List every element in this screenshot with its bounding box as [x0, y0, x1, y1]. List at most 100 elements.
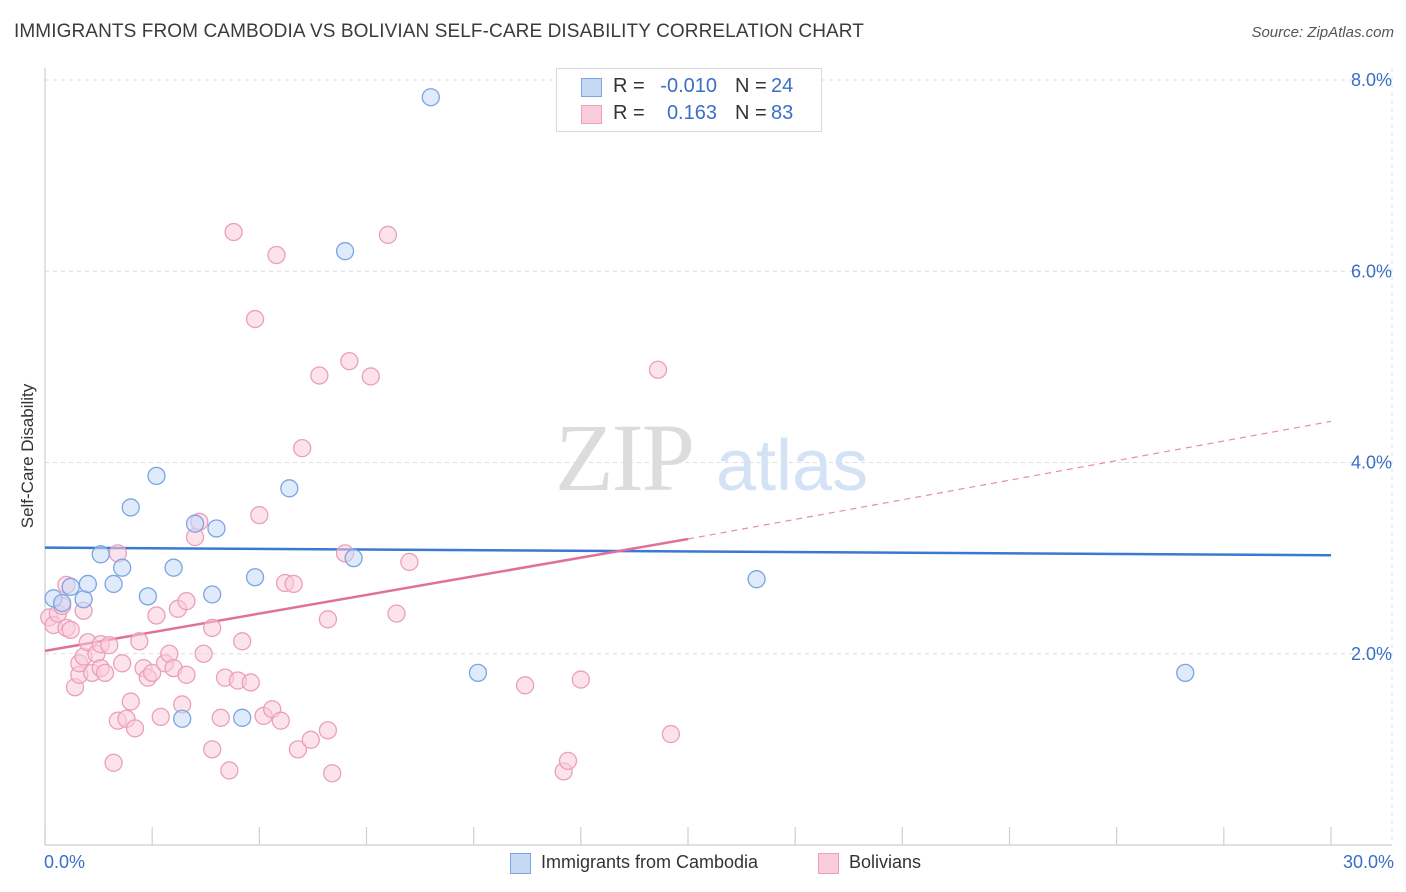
bolivian-point — [203, 740, 222, 759]
bolivian-point — [318, 610, 338, 629]
trend-line-dashed-1 — [687, 420, 1332, 540]
n-value: 24 — [771, 75, 794, 97]
cambodia-point — [113, 558, 132, 577]
bolivian-point — [661, 724, 681, 744]
watermark-layer: ZIP atlas — [555, 404, 868, 511]
cambodia-point — [121, 498, 140, 517]
legend-blue-swatch-icon — [510, 853, 531, 874]
source-label: Source: ZipAtlas.com — [1251, 24, 1394, 41]
cambodia-point — [1176, 663, 1195, 683]
cambodia-point — [147, 466, 166, 486]
y-axis-title: Self-Care Disability — [18, 383, 37, 529]
watermark-zip: ZIP — [555, 404, 693, 511]
r-value: 0.163 — [666, 102, 717, 124]
legend-label: Immigrants from Cambodia — [541, 852, 759, 872]
cambodia-point — [185, 514, 205, 533]
bolivian-point — [203, 618, 222, 638]
n-value: 83 — [771, 102, 794, 124]
bolivian-point — [250, 505, 269, 525]
x-tick-label-min: 0.0% — [44, 852, 86, 872]
cambodia-point — [468, 663, 488, 683]
bolivian-point — [224, 222, 243, 242]
bolivian-point — [301, 730, 320, 749]
cambodia-point — [91, 545, 110, 564]
bolivian-point — [267, 245, 286, 265]
bolivian-point — [121, 692, 140, 711]
stats-row-bolivians: R = 0.163 N = 83 — [557, 102, 821, 126]
bolivian-point — [143, 663, 162, 683]
bolivian-point — [323, 764, 342, 783]
bolivian-point — [515, 676, 535, 695]
bolivian-point — [361, 367, 380, 386]
y-tick-label: 2.0% — [1351, 644, 1392, 664]
stats-box: R = -0.010 N = 24 R = 0.163 N = 83 — [556, 68, 822, 132]
bolivian-point — [125, 719, 145, 738]
cambodia-point — [173, 709, 192, 728]
bolivian-point — [211, 708, 230, 727]
cambodia-point — [280, 479, 299, 498]
bolivian-point — [177, 665, 196, 684]
cambodia-point — [104, 574, 123, 594]
bolivian-point — [310, 366, 329, 385]
bolivian-point — [147, 606, 166, 625]
bolivian-point — [288, 740, 308, 759]
bolivian-point — [241, 673, 260, 692]
cambodia-point — [344, 548, 363, 568]
bolivian-point — [318, 721, 338, 740]
cambodia-point — [421, 88, 440, 107]
pink-swatch-icon — [581, 105, 602, 124]
tick-label-layer: 2.0% 4.0% 6.0% 8.0% — [1351, 70, 1392, 664]
axis-layer — [44, 68, 1392, 846]
bolivian-point — [245, 309, 265, 329]
x-tick-label-max: 30.0% — [1342, 852, 1394, 872]
bolivian-point — [340, 351, 359, 371]
y-tick-label: 4.0% — [1351, 453, 1392, 473]
bolivian-point — [233, 632, 252, 651]
chart-title: IMMIGRANTS FROM CAMBODIA VS BOLIVIAN SEL… — [14, 21, 864, 42]
watermark-atlas: atlas — [716, 426, 868, 506]
bolivian-point — [113, 654, 132, 673]
trend-line-1 — [44, 537, 689, 653]
bolivian-point — [61, 620, 80, 639]
points-layer — [40, 88, 1195, 783]
cambodia-point — [61, 577, 80, 596]
bolivian-point — [558, 751, 578, 770]
bolivian-point — [378, 225, 398, 245]
cambodia-point — [203, 585, 222, 604]
cambodia-point — [74, 590, 93, 609]
bolivian-point — [293, 439, 312, 458]
bolivian-point — [177, 592, 196, 611]
r-value: -0.010 — [660, 75, 717, 97]
n-label: N = — [735, 102, 767, 124]
trend-layer — [44, 420, 1332, 653]
y-tick-label: 6.0% — [1351, 261, 1392, 281]
y-tick-label: 8.0% — [1351, 70, 1392, 90]
cambodia-point — [233, 708, 252, 727]
cambodia-point — [747, 570, 766, 589]
cambodia-point — [52, 593, 72, 613]
cambodia-point — [138, 587, 158, 606]
bolivian-point — [194, 644, 213, 663]
legend-pink-swatch-icon — [818, 853, 839, 874]
bolivian-point — [104, 753, 123, 772]
cambodia-point — [207, 519, 226, 538]
bolivian-point — [571, 670, 590, 689]
bolivian-point — [284, 574, 303, 594]
r-label: R = — [613, 75, 645, 97]
trend-line-0 — [44, 546, 1332, 557]
bolivian-point — [130, 632, 149, 651]
cambodia-point — [164, 558, 183, 577]
bolivian-point — [648, 360, 668, 379]
grid-layer — [45, 68, 1393, 845]
bolivian-point — [220, 761, 239, 780]
stats-row-cambodia: R = -0.010 N = 24 — [557, 75, 821, 99]
bolivian-point — [151, 707, 170, 727]
bolivian-point — [100, 635, 119, 655]
r-label: R = — [613, 102, 645, 124]
cambodia-point — [335, 242, 355, 261]
bolivian-point — [271, 711, 290, 730]
legend-label: Bolivians — [849, 852, 922, 872]
bolivian-point — [95, 663, 115, 683]
bolivian-point — [387, 604, 406, 623]
